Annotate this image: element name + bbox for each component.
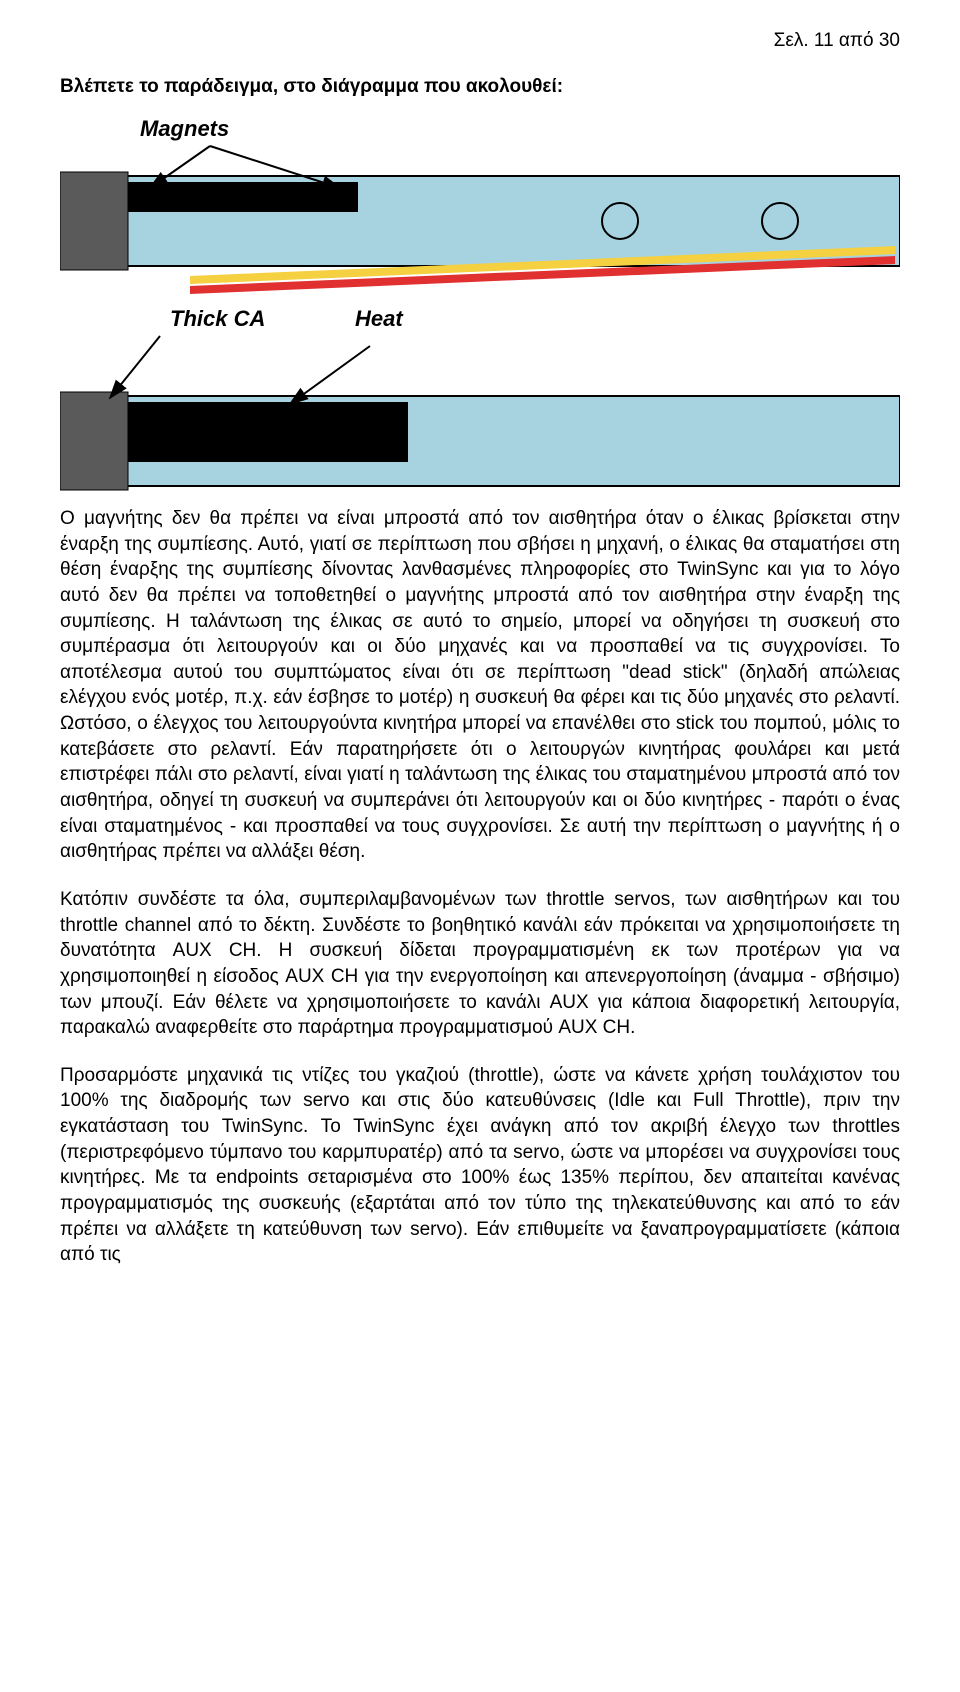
paragraph-2: Κατόπιν συνδέστε τα όλα, συμπεριλαμβανομ… — [60, 887, 900, 1041]
paragraph-1: Ο μαγνήτης δεν θα πρέπει να είναι μπροστ… — [60, 506, 900, 865]
paragraph-3: Προσαρμόστε μηχανικά τις ντίζες του γκαζ… — [60, 1063, 900, 1268]
page-number: Σελ. 11 από 30 — [60, 30, 900, 52]
magnet-diagram: Magnets Thick CA Heat — [60, 116, 900, 496]
svg-text:Heat: Heat — [355, 306, 404, 331]
diagram-svg: Magnets Thick CA Heat — [60, 116, 900, 496]
intro-text: Βλέπετε το παράδειγμα, στο διάγραμμα που… — [60, 76, 900, 98]
svg-text:Thick CA: Thick CA — [170, 306, 265, 331]
svg-text:Magnets: Magnets — [140, 116, 229, 141]
